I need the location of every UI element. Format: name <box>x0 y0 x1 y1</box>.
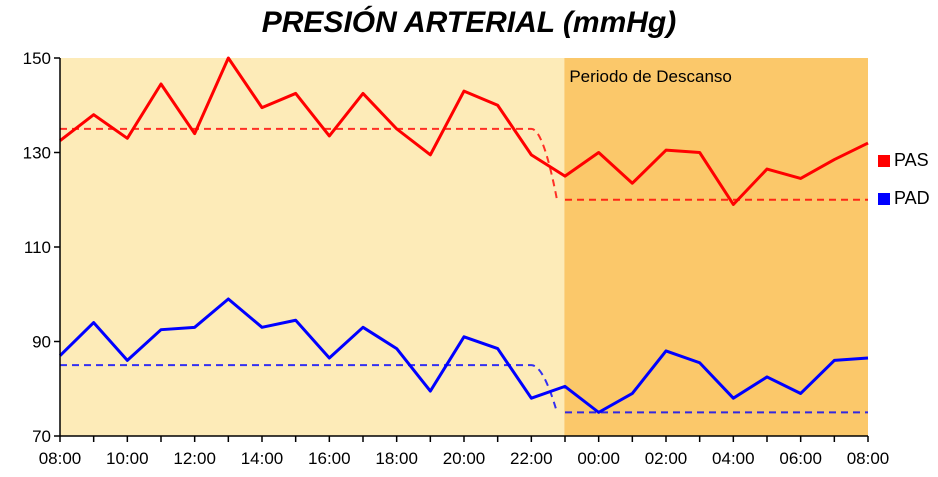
axes: 70 90 110 130 150 08:00 10:00 12:00 14:00 16:00 18… <box>23 49 890 468</box>
x-tick-label: 20:00 <box>443 449 486 468</box>
legend-label-pad: PAD <box>894 188 930 208</box>
series-line-pas <box>59 56 869 206</box>
series-lines <box>58 56 869 414</box>
legend-swatch-pad <box>878 193 890 206</box>
x-tick-label: 04:00 <box>712 449 755 468</box>
legend-label-pas: PAS <box>894 150 929 170</box>
x-tick-label: 22:00 <box>510 449 553 468</box>
day-band <box>60 58 565 436</box>
x-tick-label: 00:00 <box>577 449 620 468</box>
x-tick-label: 14:00 <box>241 449 284 468</box>
x-tick-label: 10:00 <box>106 449 149 468</box>
x-tick-label: 12:00 <box>173 449 216 468</box>
x-tick-label: 18:00 <box>375 449 418 468</box>
legend: PAS PAD <box>878 150 930 226</box>
reference-lines <box>60 127 868 414</box>
y-tick-label: 110 <box>24 238 51 257</box>
y-tick-label: 130 <box>23 144 51 163</box>
x-tick-label: 06:00 <box>779 449 822 468</box>
reference-line-pas <box>60 127 868 201</box>
x-tick-label: 02:00 <box>645 449 688 468</box>
reference-line-pad <box>60 364 868 414</box>
rest-period-label: Periodo de Descanso <box>569 67 732 86</box>
y-tick-label: 70 <box>32 427 51 446</box>
x-tick-label: 08:00 <box>847 449 890 468</box>
legend-item-pas: PAS <box>878 150 930 188</box>
background-bands <box>60 58 868 436</box>
chart-title: PRESIÓN ARTERIAL (mmHg) <box>261 6 677 39</box>
legend-swatch-pas <box>878 155 890 168</box>
rest-band <box>564 58 868 436</box>
legend-item-pad: PAD <box>878 188 930 226</box>
x-tick-label: 08:00 <box>39 449 82 468</box>
series-line-pad <box>58 297 869 414</box>
y-tick-label: 150 <box>23 49 51 68</box>
x-tick-label: 16:00 <box>308 449 351 468</box>
y-tick-label: 90 <box>32 333 51 352</box>
